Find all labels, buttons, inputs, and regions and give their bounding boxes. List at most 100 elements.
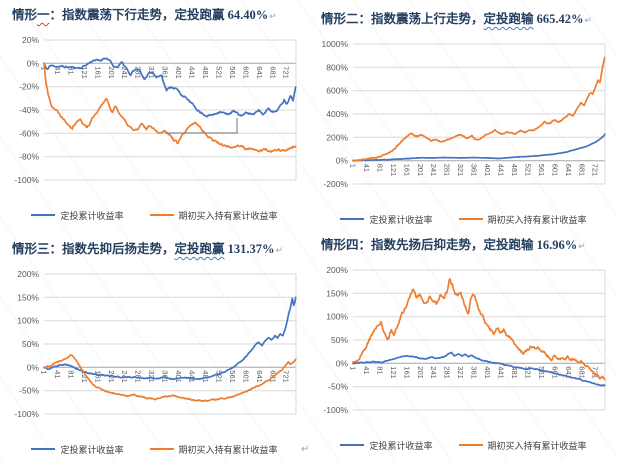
chart-legend: 定投累计收益率 期初买入持有累计收益率 [309,438,618,452]
svg-text:150%: 150% [326,288,348,298]
legend-item-dingtou: 定投累计收益率 [340,439,433,452]
chart-legend: 定投累计收益率 期初买入持有累计收益率 [0,208,309,222]
legend-label: 定投累计收益率 [369,214,433,225]
svg-text:521: 521 [215,66,224,79]
svg-text:321: 321 [147,370,156,383]
svg-text:41: 41 [362,164,371,172]
svg-text:481: 481 [510,164,519,177]
svg-text:-100%: -100% [323,405,348,415]
svg-text:-50%: -50% [19,386,39,396]
chart-title-case3: 情形三：指数先抑后扬走势，定投跑赢 131.37%↵ [12,242,284,256]
chart-legend: 定投累计收益率 期初买入持有累计收益率 [309,212,618,226]
line-chart-case4: 200% 150% 100% 50% 0% -50% -100% 1 41 81 121 161 201… [323,265,606,415]
svg-text:150%: 150% [17,292,39,302]
svg-text:81: 81 [66,66,75,74]
legend-line-blue-icon [31,448,56,450]
svg-text:201: 201 [416,366,425,379]
svg-text:361: 361 [161,66,170,79]
svg-text:601: 601 [550,164,559,177]
svg-text:200%: 200% [17,269,39,279]
svg-text:441: 441 [188,370,197,383]
legend-line-orange-icon [149,448,174,450]
svg-text:481: 481 [510,366,519,379]
legend-label: 定投累计收益率 [60,444,124,455]
svg-text:241: 241 [429,164,438,177]
svg-text:241: 241 [120,66,129,79]
legend-label: 期初买入持有累计收益率 [487,214,587,225]
svg-text:50%: 50% [22,339,39,349]
svg-text:-50%: -50% [328,382,348,392]
svg-text:521: 521 [215,370,224,383]
svg-text:681: 681 [577,164,586,177]
legend-label: 定投累计收益率 [60,210,124,221]
chart-title-case1: 情形一：指数震荡下行走势，定投跑赢 64.40%↵ [12,8,277,22]
legend-label: 期初买入持有累计收益率 [178,210,278,221]
svg-text:281: 281 [134,370,143,383]
svg-text:441: 441 [497,366,506,379]
svg-text:41: 41 [53,66,62,74]
svg-text:561: 561 [228,370,237,383]
svg-text:121: 121 [389,164,398,177]
svg-text:321: 321 [456,164,465,177]
svg-text:81: 81 [66,370,75,378]
svg-text:721: 721 [591,366,600,379]
svg-text:50%: 50% [331,335,348,345]
svg-text:0%: 0% [336,358,349,368]
svg-text:481: 481 [201,370,210,383]
svg-text:281: 281 [443,366,452,379]
svg-text:200%: 200% [326,265,348,275]
svg-text:-80%: -80% [19,152,39,162]
svg-text:600%: 600% [326,86,348,96]
svg-text:641: 641 [564,164,573,177]
svg-text:601: 601 [241,370,250,383]
svg-text:1: 1 [349,366,358,370]
svg-text:201: 201 [107,66,116,79]
svg-text:1: 1 [349,164,358,168]
svg-text:81: 81 [375,366,384,374]
svg-text:441: 441 [497,164,506,177]
svg-text:561: 561 [537,164,546,177]
svg-text:281: 281 [134,66,143,79]
svg-text:481: 481 [201,66,210,79]
svg-text:-20%: -20% [19,82,39,92]
svg-text:41: 41 [53,370,62,378]
svg-text:441: 441 [188,66,197,79]
svg-text:401: 401 [174,66,183,79]
legend-label: 期初买入持有累计收益率 [487,440,587,451]
svg-text:361: 361 [470,164,479,177]
svg-text:0%: 0% [27,58,40,68]
legend-line-orange-icon [458,218,483,220]
svg-text:401: 401 [483,164,492,177]
svg-text:41: 41 [362,366,371,374]
svg-text:641: 641 [255,66,264,79]
legend-item-buyhold: 期初买入持有累计收益率 [458,213,587,226]
svg-text:-40%: -40% [19,105,39,115]
svg-text:721: 721 [282,370,291,383]
svg-text:601: 601 [241,66,250,79]
legend-line-blue-icon [340,444,365,446]
svg-text:161: 161 [93,370,102,383]
legend-item-dingtou: 定投累计收益率 [31,443,124,456]
svg-text:800%: 800% [326,62,348,72]
legend-item-buyhold: 期初买入持有累计收益率 [149,443,278,456]
svg-text:-200%: -200% [323,179,348,189]
legend-line-blue-icon [31,214,56,216]
chart-panel-case2: 情形二：指数震荡上行走势，定投跑输 665.42%↵ 1000% 800% 600%… [309,0,618,230]
svg-text:281: 281 [443,164,452,177]
svg-text:721: 721 [591,164,600,177]
svg-text:0%: 0% [336,156,349,166]
svg-text:161: 161 [93,66,102,79]
svg-text:81: 81 [375,164,384,172]
svg-text:361: 361 [470,366,479,379]
chart-title-case4: 情形四：指数先扬后抑走势，定投跑输 16.96%↵ [321,238,586,252]
svg-text:100%: 100% [326,312,348,322]
svg-text:1: 1 [40,370,49,374]
line-chart-case2: 1000% 800% 600% 400% 200% 0% -200% 1 41 81 121 161 2… [322,39,606,189]
svg-text:-100%: -100% [14,409,39,419]
svg-text:0%: 0% [27,362,40,372]
svg-text:641: 641 [564,366,573,379]
svg-text:121: 121 [80,370,89,383]
svg-text:401: 401 [174,370,183,383]
svg-text:681: 681 [577,366,586,379]
legend-label: 定投累计收益率 [369,440,433,451]
